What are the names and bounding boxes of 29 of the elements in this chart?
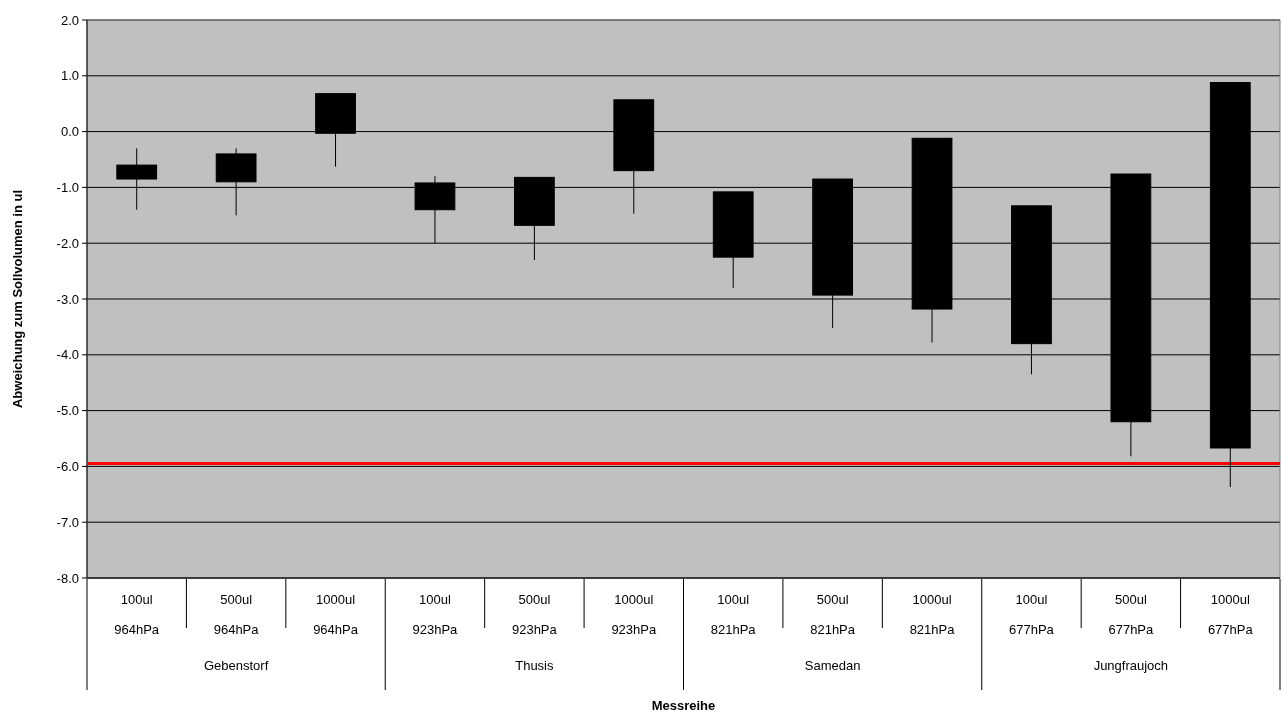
text: Thusis (515, 658, 555, 673)
y-tick-label: -7.0 (56, 514, 79, 530)
y-tick-label: -2.0 (56, 235, 79, 251)
y-tick-label: -3.0 (56, 291, 79, 307)
y-tick-label: 0.0 (60, 124, 79, 140)
y-tick-label: 2.0 (60, 12, 79, 28)
x-tick-label: 1000ul 821hPa (909, 592, 956, 637)
y-tick-label: -5.0 (56, 403, 79, 419)
text: Samedan (804, 658, 861, 673)
y-axis-title: Abweichung zum Sollvolumen in ul (10, 189, 25, 409)
x-tick-label: 1000ul 677hPa (1207, 592, 1254, 637)
x-axis-title: Messreihe (651, 698, 716, 713)
y-tick-label: -4.0 (56, 347, 79, 363)
text: Jungfraujoch (1093, 658, 1169, 673)
x-tick-label: 100ul 677hPa (1009, 592, 1055, 637)
y-tick-label: -1.0 (56, 179, 79, 195)
x-tick-label: 1000ul 923hPa (611, 592, 657, 637)
x-tick-label: 100ul 923hPa (412, 592, 459, 637)
x-tick-label: 500ul 821hPa (810, 592, 856, 637)
text: Gebenstorf (203, 658, 269, 673)
x-tick-label: 500ul 964hPa (213, 592, 260, 637)
y-tick-label: -8.0 (56, 570, 79, 586)
x-tick-label: 500ul 923hPa (511, 592, 558, 637)
y-tick-label: -6.0 (56, 458, 79, 474)
x-tick-label: 100ul 821hPa (710, 592, 757, 637)
x-tick-label: 100ul 964hPa (114, 592, 160, 637)
y-tick-label: 1.0 (60, 68, 79, 84)
x-tick-label: 500ul 677hPa (1108, 592, 1155, 637)
x-tick-label: 1000ul 964hPa (313, 592, 359, 637)
